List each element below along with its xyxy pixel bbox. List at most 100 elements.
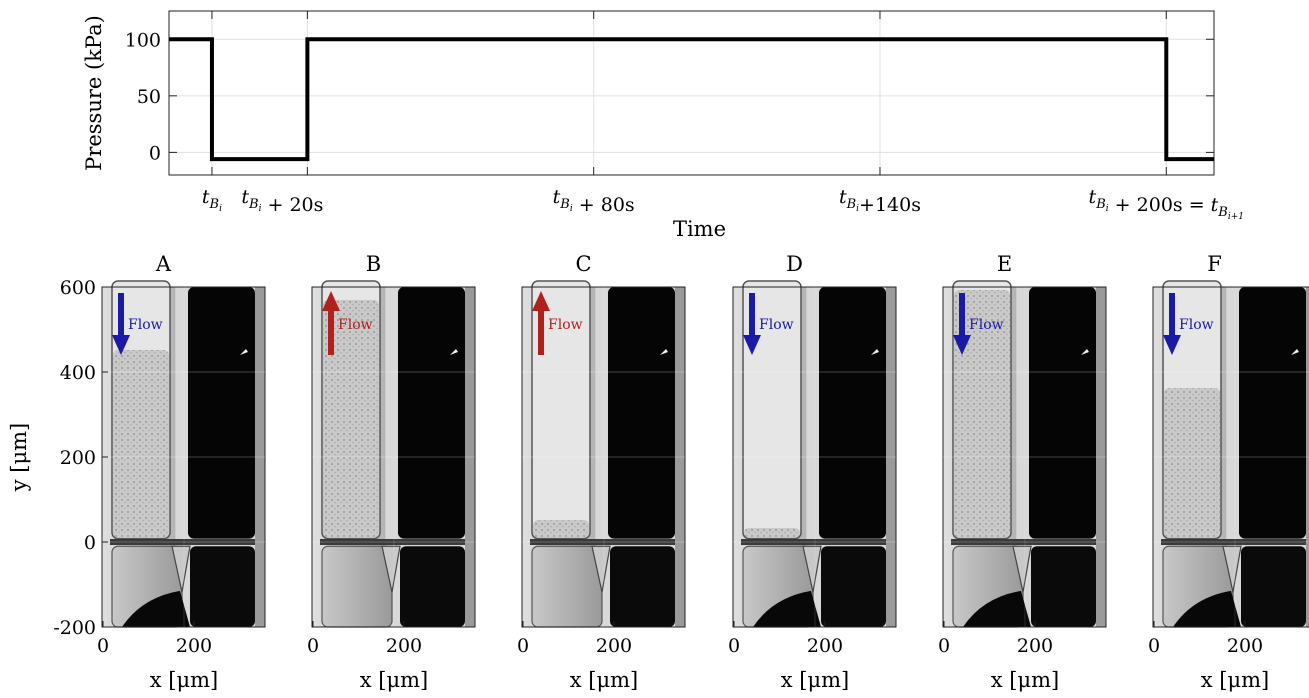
notch — [171, 545, 191, 593]
panel-title: D — [786, 252, 803, 276]
lower-right-chamber — [1031, 546, 1096, 627]
panel-frame — [311, 286, 476, 628]
x-tick-label: 200 — [596, 635, 632, 657]
panel-title: F — [1207, 252, 1222, 276]
right-channel — [819, 287, 886, 539]
x-tick-label: 200 — [807, 635, 843, 657]
notch — [381, 545, 401, 593]
flow-label: Flow — [759, 317, 794, 333]
bright-mark — [450, 349, 458, 355]
notch — [1222, 545, 1242, 593]
x-tick-label: 0 — [728, 635, 740, 657]
x-axis-label: x [μm] — [570, 668, 638, 692]
lower-right-chamber — [1241, 546, 1306, 627]
image-panel-e: Flow E 0 200 x [μm] — [938, 252, 1107, 692]
right-channel — [398, 287, 465, 539]
right-channel — [188, 287, 255, 539]
lower-right-chamber — [821, 546, 886, 627]
cell-layer — [744, 528, 800, 538]
bright-mark — [660, 349, 668, 355]
flow-arrow-shaft — [749, 293, 755, 339]
flow-label: Flow — [969, 317, 1004, 333]
x-tick-label: tBi + 80s — [553, 186, 635, 216]
y-tick-label: 600 — [60, 277, 96, 299]
x-tick-label: 0 — [1148, 635, 1160, 657]
lower-left-chamber — [531, 545, 603, 628]
dark-blob — [1173, 590, 1241, 627]
y-tick-label: -200 — [53, 617, 96, 639]
pressure-chart: 0 50 100 tBi tBi + 20s tBi + 80s tBi+140s tBi +… — [82, 10, 1244, 241]
x-axis-label: x [μm] — [991, 668, 1059, 692]
notch — [1012, 545, 1032, 593]
right-border — [465, 287, 475, 627]
y-tick-label: 200 — [60, 447, 96, 469]
x-tick-label: tBi — [202, 186, 222, 214]
image-panel-d: Flow D 0 200 x [μm] — [728, 252, 897, 692]
left-channel — [742, 280, 802, 540]
image-panel-a: Flow A 0 200 x [μm] — [97, 252, 266, 692]
lower-right-chamber — [400, 546, 465, 627]
flow-arrow-head — [743, 335, 761, 355]
y-tick-label: 100 — [125, 29, 161, 51]
y-tick-label: 0 — [84, 532, 96, 554]
flow-label: Flow — [1179, 317, 1214, 333]
flow-arrow-shaft — [118, 293, 124, 339]
bright-mark — [1291, 349, 1299, 355]
image-y-axis: -200 0 200 400 600 y [μm] — [7, 277, 108, 639]
x-tick-label: 200 — [176, 635, 212, 657]
right-border — [1096, 287, 1106, 627]
x-axis-label: x [μm] — [150, 668, 218, 692]
junction-bar — [741, 539, 886, 545]
x-axis-label: Time — [673, 217, 726, 241]
image-panel-b: Flow B 0 200 x [μm] — [307, 252, 476, 692]
bright-mark — [1081, 349, 1089, 355]
x-tick-label: 0 — [517, 635, 529, 657]
x-tick-label: 200 — [1017, 635, 1053, 657]
image-panel-c: Flow C 0 200 x [μm] — [517, 252, 686, 692]
bright-mark — [871, 349, 879, 355]
right-channel — [608, 287, 675, 539]
panel-frame — [521, 286, 686, 628]
panel-frame — [732, 286, 897, 628]
junction-bar — [530, 539, 675, 545]
image-panel-f: Flow F 0 200 x [μm] — [1148, 252, 1309, 692]
flow-arrow-head — [953, 335, 971, 355]
x-tick-label: tBi+140s — [839, 186, 921, 216]
flow-arrow-head — [1163, 335, 1181, 355]
flow-arrow-shaft — [959, 293, 965, 339]
panel-frame — [1152, 286, 1309, 628]
x-tick-label: 0 — [307, 635, 319, 657]
flow-label: Flow — [548, 317, 583, 333]
junction-bar — [951, 539, 1096, 545]
flow-arrow-shaft — [1169, 293, 1175, 339]
panel-frame — [942, 286, 1107, 628]
junction-bar — [110, 539, 255, 545]
pressure-series-line — [169, 37, 1214, 162]
right-border — [886, 287, 896, 627]
y-tick-label: 400 — [60, 362, 96, 384]
right-channel — [1239, 287, 1306, 539]
x-tick-label: 0 — [97, 635, 109, 657]
dark-blob — [122, 590, 190, 627]
x-axis-label: x [μm] — [360, 668, 428, 692]
flow-arrow-head — [322, 291, 340, 311]
y-tick-label: 0 — [149, 142, 161, 164]
panel-title: E — [997, 252, 1012, 276]
right-channel — [1029, 287, 1096, 539]
cell-layer — [323, 300, 379, 538]
panel-title: A — [155, 252, 172, 276]
panel-title: B — [366, 252, 381, 276]
lower-right-chamber — [610, 546, 675, 627]
x-axis-label: x [μm] — [1201, 668, 1269, 692]
dark-blob — [753, 590, 821, 627]
bright-mark — [240, 349, 248, 355]
y-axis-label: y [μm] — [7, 423, 31, 493]
flow-arrow-head — [532, 291, 550, 311]
x-tick-label: 0 — [938, 635, 950, 657]
flow-arrow-shaft — [328, 309, 334, 355]
x-tick-label: 200 — [1227, 635, 1263, 657]
plot-frame — [168, 10, 1215, 176]
junction-bar — [1161, 539, 1306, 545]
right-border — [1306, 287, 1309, 627]
